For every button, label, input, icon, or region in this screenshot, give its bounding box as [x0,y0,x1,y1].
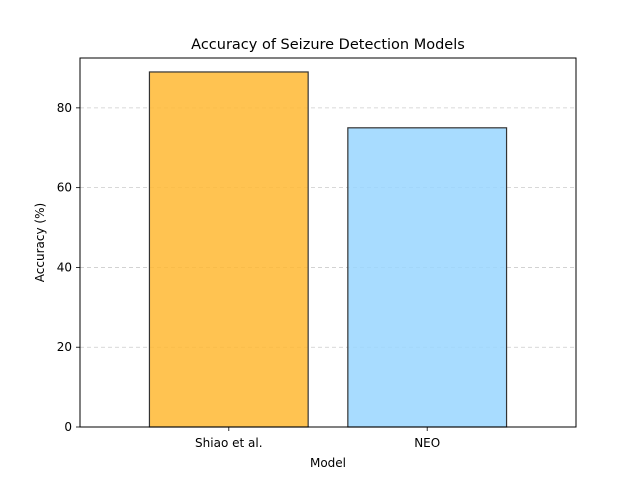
x-tick-label: Shiao et al. [195,436,262,450]
y-axis: 0 20 40 60 80 [57,101,80,434]
y-tick-label: 80 [57,101,72,115]
y-tick-label: 40 [57,260,72,274]
y-tick-label: 60 [57,181,72,195]
bar [347,127,508,428]
x-tick-label: NEO [414,436,440,450]
x-axis-label: Model [310,456,346,470]
x-axis: Shiao et al. NEO [195,427,440,450]
y-axis-label: Accuracy (%) [33,203,47,282]
bar [148,71,309,428]
y-tick-label: 20 [57,340,72,354]
y-tick-label: 0 [64,420,72,434]
chart-title: Accuracy of Seizure Detection Models [191,37,465,53]
plot-frame [79,57,577,428]
